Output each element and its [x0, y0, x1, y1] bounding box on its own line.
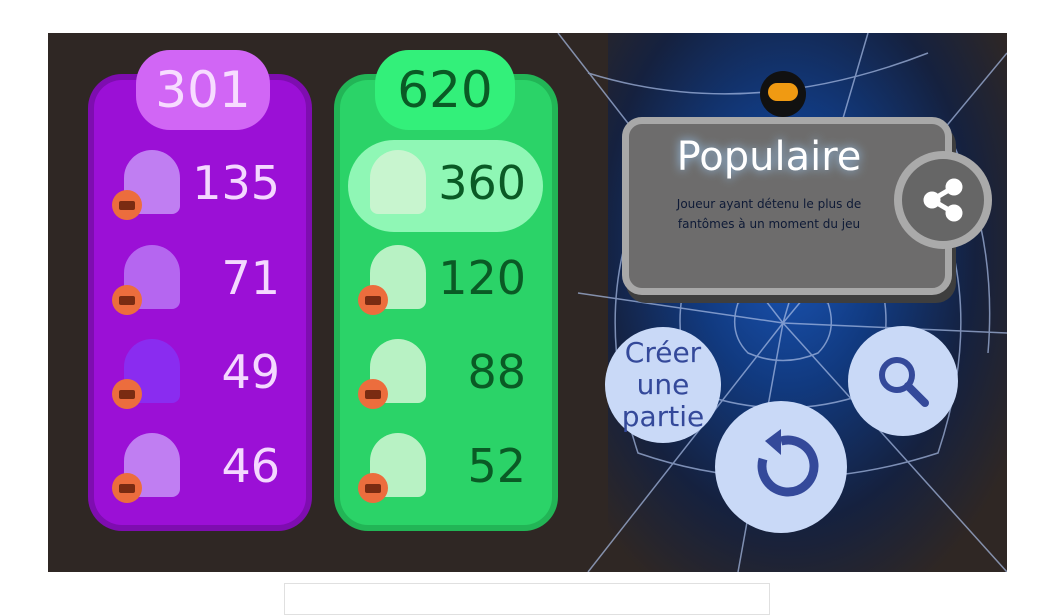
ghost-avatar [370, 150, 426, 214]
robot-icon [112, 473, 142, 503]
robot-icon [112, 190, 142, 220]
game-canvas: 301 620 135 71 49 46 360 120 88 52 Popul… [48, 33, 1007, 572]
award-title: Populaire [676, 134, 862, 180]
player-score: 120 [438, 251, 526, 305]
player-row: 71 [100, 233, 300, 323]
player-row: 52 [346, 421, 546, 511]
player-row: 135 [100, 138, 300, 228]
player-score: 135 [192, 156, 280, 210]
player-score: 360 [438, 156, 526, 210]
award-description: Joueur ayant détenu le plus de fantômes … [676, 197, 862, 231]
player-row: 46 [100, 421, 300, 511]
robot-icon [112, 379, 142, 409]
robot-icon [358, 473, 388, 503]
robot-icon [112, 285, 142, 315]
robot-icon [358, 379, 388, 409]
search-button[interactable] [848, 326, 958, 436]
player-row: 49 [100, 327, 300, 417]
player-score: 46 [221, 439, 280, 493]
below-panel [284, 583, 770, 615]
create-game-label: Créer une partie [621, 336, 705, 433]
robot-icon [358, 285, 388, 315]
player-row: 120 [346, 233, 546, 323]
player-score: 88 [467, 345, 526, 399]
create-game-button[interactable]: Créer une partie [605, 327, 721, 443]
player-row: 360 [346, 138, 546, 228]
restart-button[interactable] [715, 401, 847, 533]
player-score: 52 [467, 439, 526, 493]
search-icon [879, 357, 929, 407]
spider-mascot [760, 71, 806, 117]
restart-icon [757, 429, 819, 497]
player-score: 71 [221, 251, 280, 305]
share-button[interactable] [894, 151, 992, 249]
player-score: 49 [221, 345, 280, 399]
share-icon [923, 178, 963, 222]
purple-team-total: 301 [136, 50, 270, 130]
player-row: 88 [346, 327, 546, 417]
green-team-total: 620 [375, 50, 515, 130]
